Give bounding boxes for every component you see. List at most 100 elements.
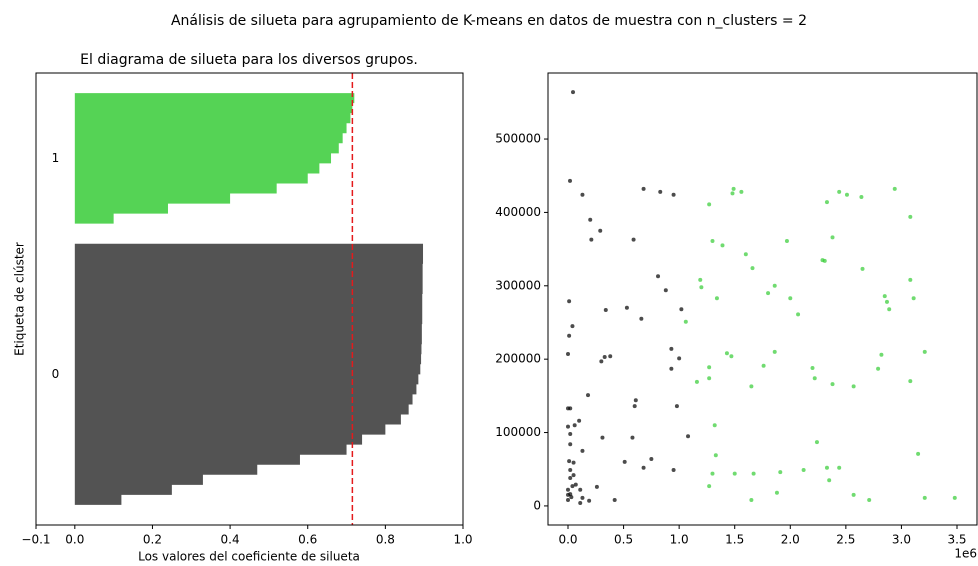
x-tick-label: 3.5	[947, 533, 966, 547]
scatter-point	[707, 365, 712, 370]
y-tick-label: 100000	[495, 425, 541, 439]
scatter-point	[580, 192, 585, 197]
scatter-point	[677, 356, 682, 361]
scatter-point	[724, 351, 729, 356]
scatter-point	[671, 467, 676, 472]
scatter-point	[710, 239, 715, 244]
y-tick-label: 500000	[495, 132, 541, 146]
scatter-point	[729, 354, 734, 359]
scatter-point	[922, 349, 927, 354]
scatter-point	[824, 465, 829, 470]
scatter-point	[571, 90, 576, 95]
scatter-point	[566, 352, 571, 357]
scatter-point	[761, 363, 766, 368]
chart-title: El diagrama de silueta para los diversos…	[80, 52, 418, 68]
scatter-point	[810, 365, 815, 370]
x-tick-label: 0.8	[376, 533, 395, 547]
scatter-point	[887, 307, 892, 312]
scatter-point	[586, 393, 591, 398]
scatter-point	[568, 406, 573, 411]
axes-frame	[547, 72, 978, 526]
x-tick-label: 1.0	[453, 533, 472, 547]
scatter-point	[671, 192, 676, 197]
x-tick-label: 0.0	[65, 533, 84, 547]
scatter-point	[567, 333, 572, 338]
scatter-point	[772, 349, 777, 354]
scatter-point	[731, 186, 736, 191]
scatter-point	[570, 484, 575, 489]
scatter-point	[578, 500, 583, 505]
scatter-point	[674, 404, 679, 409]
scatter-point	[730, 191, 735, 196]
x-tick-label: 0.5	[614, 533, 633, 547]
scatter-point	[859, 195, 864, 200]
scatter-point	[732, 471, 737, 476]
x-tick-label: 3.0	[892, 533, 911, 547]
scatter-point	[698, 277, 703, 282]
y-tick-label: 0	[533, 498, 541, 512]
scatter-point	[892, 186, 897, 191]
scatter-point	[641, 186, 646, 191]
scatter-point	[602, 354, 607, 359]
scatter-point	[749, 498, 754, 503]
scatter-point	[908, 214, 913, 219]
scatter-point	[778, 470, 783, 475]
scatter-point	[908, 379, 913, 384]
scatter-point	[707, 376, 712, 381]
scatter-point	[568, 467, 573, 472]
scatter-point	[587, 498, 592, 503]
scatter-point	[844, 192, 849, 197]
scatter-point	[911, 296, 916, 301]
scatter-point	[766, 291, 771, 296]
scatter-point	[710, 471, 715, 476]
scatter-point	[749, 384, 754, 389]
scatter-point	[916, 451, 921, 456]
scatter-point	[658, 189, 663, 194]
scatter-point	[720, 243, 725, 248]
scatter-point	[851, 384, 856, 389]
x-tick-label: 0.4	[221, 533, 240, 547]
scatter-point	[663, 288, 668, 293]
scatter-point	[830, 382, 835, 387]
x-tick-label: −0.1	[21, 533, 50, 547]
scatter-point	[566, 498, 571, 503]
scatter-point	[568, 178, 573, 183]
x-tick-label: 0.6	[298, 533, 317, 547]
scatter-point	[600, 435, 605, 440]
x-tick-label: 0.2	[143, 533, 162, 547]
scatter-point	[589, 237, 594, 242]
x-tick-label: 2.5	[836, 533, 855, 547]
scatter-point	[884, 299, 889, 304]
scatter-point	[594, 484, 599, 489]
scatter-point	[580, 448, 585, 453]
scatter-point	[622, 459, 627, 464]
scatter-point	[578, 487, 583, 492]
scatter-point	[772, 283, 777, 288]
scatter-point	[566, 487, 571, 492]
scatter-point	[739, 189, 744, 194]
scatter-point	[612, 498, 617, 503]
scatter-point	[639, 316, 644, 321]
scatter-point	[714, 296, 719, 301]
scatter-point	[750, 266, 755, 271]
x-tick-label: 1.0	[670, 533, 689, 547]
scatter-point	[669, 346, 674, 351]
scatter-point	[876, 366, 881, 371]
scatter-point	[822, 258, 827, 263]
scatter-point	[882, 294, 887, 299]
scatter-point	[577, 418, 582, 423]
cluster-label: 0	[52, 367, 60, 381]
scatter-point	[712, 423, 717, 428]
scatter-point	[784, 239, 789, 244]
scatter-point	[679, 307, 684, 312]
scatter-point	[827, 478, 832, 483]
scatter-point	[580, 495, 585, 500]
scatter-point	[570, 324, 575, 329]
scatter-point	[713, 453, 718, 458]
scatter-point	[631, 237, 636, 242]
scatter-point	[743, 252, 748, 257]
y-tick-label: 400000	[495, 205, 541, 219]
scatter-point	[669, 366, 674, 371]
scatter-point	[814, 440, 819, 445]
